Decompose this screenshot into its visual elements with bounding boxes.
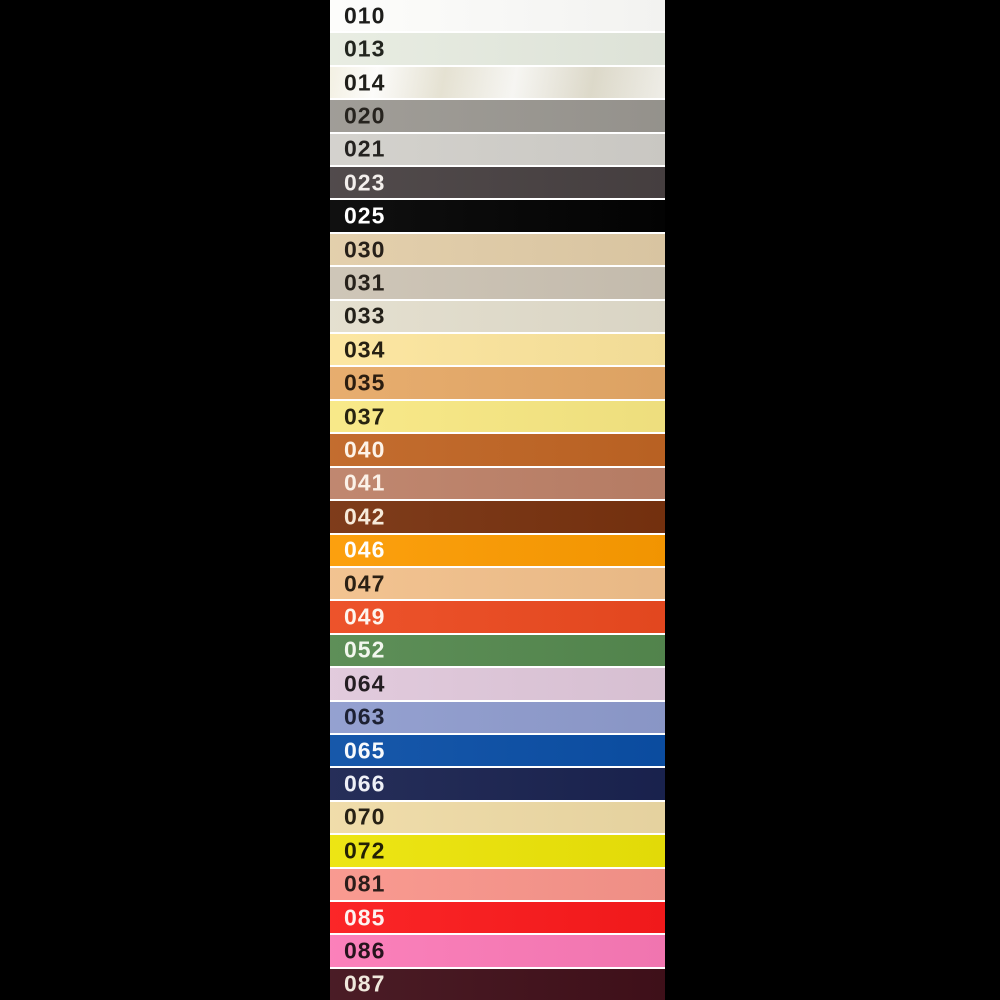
color-code-label: 037: [344, 403, 386, 430]
color-swatch-row-042: 042: [330, 501, 665, 535]
color-code-label: 034: [344, 336, 386, 363]
color-swatch-row-020: 020: [330, 100, 665, 134]
color-code-label: 014: [344, 69, 386, 96]
color-code-label: 010: [344, 2, 386, 29]
color-code-label: 065: [344, 737, 386, 764]
color-code-label: 021: [344, 135, 386, 162]
color-swatch-row-081: 081: [330, 868, 665, 902]
color-code-label: 052: [344, 636, 386, 663]
color-swatch-row-033: 033: [330, 300, 665, 335]
color-code-label: 030: [344, 236, 386, 263]
color-swatch-row-023: 023: [330, 167, 665, 201]
color-code-label: 066: [344, 770, 386, 797]
color-swatch-row-030: 030: [330, 233, 665, 268]
color-swatch-row-035: 035: [330, 367, 665, 401]
color-swatch-row-052: 052: [330, 634, 665, 669]
color-code-label: 023: [344, 169, 386, 196]
color-swatch-row-025: 025: [330, 200, 665, 234]
color-code-label: 070: [344, 803, 386, 830]
color-swatch-row-041: 041: [330, 467, 665, 502]
color-swatch-row-014: 014: [330, 66, 665, 101]
color-swatch-row-010: 010: [330, 0, 665, 34]
color-swatch-row-021: 021: [330, 133, 665, 168]
color-swatch-row-031: 031: [330, 267, 665, 301]
color-code-label: 064: [344, 670, 386, 697]
color-swatch-row-066: 066: [330, 768, 665, 802]
color-code-label: 041: [344, 469, 386, 496]
color-code-label: 046: [344, 536, 386, 563]
color-code-label: 035: [344, 369, 386, 396]
color-code-label: 025: [344, 202, 386, 229]
color-code-label: 086: [344, 937, 386, 964]
color-swatch-row-046: 046: [330, 534, 665, 568]
color-code-label: 072: [344, 837, 386, 864]
color-swatch-row-040: 040: [330, 434, 665, 468]
color-code-label: 087: [344, 970, 386, 997]
color-swatch-row-070: 070: [330, 801, 665, 836]
color-swatch-row-034: 034: [330, 334, 665, 368]
color-swatch-row-064: 064: [330, 668, 665, 702]
color-swatch-card: 010 013 014 020 021 023 025 030 031 033 …: [330, 0, 665, 1000]
color-code-label: 040: [344, 436, 386, 463]
color-code-label: 047: [344, 570, 386, 597]
color-code-label: 042: [344, 503, 386, 530]
color-swatch-row-085: 085: [330, 901, 665, 936]
color-code-label: 013: [344, 35, 386, 62]
color-swatch-row-065: 065: [330, 734, 665, 769]
color-code-label: 020: [344, 102, 386, 129]
color-swatch-row-037: 037: [330, 400, 665, 435]
color-code-label: 063: [344, 703, 386, 730]
color-swatch-row-086: 086: [330, 935, 665, 969]
color-swatch-row-063: 063: [330, 701, 665, 735]
color-code-label: 081: [344, 870, 386, 897]
color-code-label: 049: [344, 603, 386, 630]
color-swatch-row-087: 087: [330, 968, 665, 1000]
color-swatch-row-072: 072: [330, 835, 665, 869]
color-swatch-row-049: 049: [330, 601, 665, 635]
color-code-label: 085: [344, 904, 386, 931]
color-swatch-row-013: 013: [330, 33, 665, 67]
color-code-label: 033: [344, 302, 386, 329]
color-code-label: 031: [344, 269, 386, 296]
color-swatch-row-047: 047: [330, 567, 665, 602]
